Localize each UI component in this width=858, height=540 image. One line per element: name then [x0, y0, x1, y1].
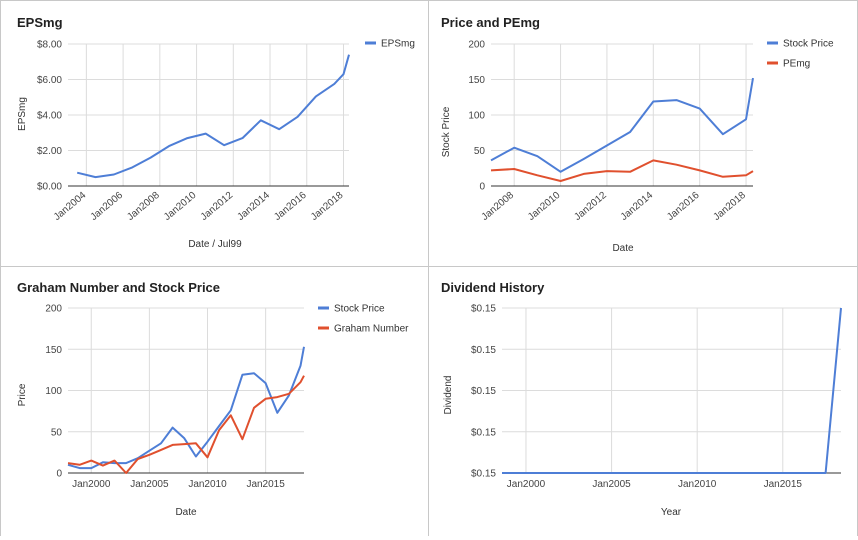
chart-panel-dividend: Dividend History $0.15 $0.15 $0.15 $0.15 $0.… [429, 267, 857, 535]
x-tick-label: Jan2010 [162, 190, 199, 223]
y-tick-labels: 0 50 100 150 200 [45, 304, 62, 480]
x-tick-label: Jan2005 [130, 479, 169, 490]
x-tick-label: Jan2012 [572, 190, 609, 223]
chart-title: Graham Number and Stock Price [17, 280, 220, 295]
chart-dividend: Dividend History $0.15$0.15$0.15$0.15$0.… [441, 280, 842, 518]
x-tick-label: Jan2016 [665, 190, 702, 223]
x-tick-label: Jan2005 [592, 479, 631, 490]
y-tick-label: 50 [51, 427, 63, 438]
y-tick-label: 100 [468, 111, 485, 122]
y-tick-label: 100 [45, 386, 62, 397]
x-tick-labels: Jan2008 Jan2010 Jan2012 Jan2014 Jan2016 Jan20… [480, 190, 749, 223]
x-tick-labels: Jan2004 Jan2006 Jan2008 Jan2010 Jan2012 Jan20… [52, 190, 346, 223]
y-axis-label: EPSmg [17, 97, 28, 131]
y-tick-label: $6.00 [37, 75, 62, 86]
x-tick-label: Jan2010 [678, 479, 717, 490]
x-tick-label: Jan2012 [199, 190, 236, 223]
y-tick-label: 150 [45, 345, 62, 356]
x-axis-label: Date / Jul99 [188, 239, 242, 250]
x-axis-label: Date [612, 243, 634, 254]
y-tick-label: 0 [479, 182, 485, 193]
x-tick-label: Jan2006 [89, 190, 126, 223]
panel-divider-vertical [428, 0, 429, 536]
y-tick-label: 200 [45, 304, 62, 315]
x-tick-label: Jan2000 [72, 479, 111, 490]
y-tick-label: 150 [468, 75, 485, 86]
x-tick-label: Jan2008 [480, 190, 517, 223]
series-lines [502, 307, 842, 474]
gridlines [491, 43, 753, 187]
x-tick-label: Jan2008 [125, 190, 162, 223]
panel-divider-horizontal [0, 266, 858, 267]
y-tick-label: 50 [474, 146, 486, 157]
y-tick-label: $0.15 [471, 427, 496, 438]
y-tick-labels: $0.15 $0.15 $0.15 $0.15 $0.15 [471, 304, 496, 480]
legend: Stock Price Graham Number [318, 304, 409, 335]
x-tick-label: Jan2016 [272, 190, 309, 223]
chart-panel-graham: Graham Number and Stock Price 0 50 100 150 2… [1, 267, 427, 535]
page-top-border [0, 0, 858, 1]
legend-label: Graham Number [334, 324, 409, 335]
x-tick-label: Jan2010 [526, 190, 563, 223]
y-tick-label: $0.15 [471, 304, 496, 315]
x-tick-labels: Jan2000 Jan2005 Jan2010 Jan2015 [72, 479, 285, 490]
legend-label: EPSmg [381, 39, 415, 50]
series-lines [490, 77, 754, 182]
y-tick-label: $0.15 [471, 386, 496, 397]
x-axis-label: Date [175, 507, 197, 518]
series-line-stock-price [67, 346, 305, 470]
legend-label: PEmg [783, 59, 810, 70]
y-tick-label: $0.15 [471, 345, 496, 356]
x-tick-labels: Jan2000 Jan2005 Jan2010 Jan2015 [507, 479, 803, 490]
y-tick-label: $0.15 [471, 469, 496, 480]
series-line-pemg [490, 159, 754, 182]
series-line-stock-price [490, 77, 754, 173]
y-axis-label: Stock Price [441, 106, 452, 157]
y-axis-label: Dividend [443, 376, 454, 415]
y-axis-label: Price [17, 383, 28, 406]
series-line-graham-number [67, 375, 305, 474]
chart-epsmg: EPSmg $0.00$2.00$4.00$6.00$8.00 Jan2004 J… [17, 15, 415, 250]
y-tick-label: $0.00 [37, 182, 62, 193]
y-tick-label: $4.00 [37, 111, 62, 122]
x-tick-label: Jan2018 [712, 190, 749, 223]
chart-title: Dividend History [441, 280, 545, 295]
series-lines [76, 54, 350, 179]
chart-title: EPSmg [17, 15, 63, 30]
x-tick-label: Jan2018 [309, 190, 346, 223]
gridlines [68, 307, 304, 474]
y-tick-labels: $0.00 $2.00 $4.00 $6.00 $8.00 [37, 40, 62, 193]
legend: EPSmg [365, 39, 415, 50]
x-tick-label: Jan2004 [52, 190, 89, 223]
page-left-border [0, 0, 1, 536]
legend-label: Stock Price [783, 39, 834, 50]
y-tick-label: $2.00 [37, 146, 62, 157]
series-line-dividend [502, 307, 842, 474]
y-tick-label: $8.00 [37, 40, 62, 51]
x-tick-label: Jan2010 [188, 479, 227, 490]
legend: Stock Price PEmg [767, 39, 834, 70]
x-tick-label: Jan2014 [235, 190, 272, 223]
x-tick-label: Jan2015 [246, 479, 285, 490]
chart-panel-price-pemg: Price and PEmg 0 50 100 150 200 Jan2008 Jan20… [429, 1, 857, 265]
gridlines [502, 307, 841, 474]
y-tick-label: 0 [56, 469, 62, 480]
x-tick-label: Jan2015 [764, 479, 803, 490]
series-lines [67, 346, 305, 474]
gridlines [68, 43, 349, 187]
chart-panel-epsmg: EPSmg $0.00 $2.00 $4.00 $6.00 $8.00 Jan2004 J… [1, 1, 427, 265]
chart-title: Price and PEmg [441, 15, 540, 30]
chart-graham: Graham Number and Stock Price 0 50 100 150 2… [17, 280, 409, 518]
x-tick-label: Jan2000 [507, 479, 546, 490]
y-tick-labels: 0 50 100 150 200 [468, 40, 485, 193]
x-tick-label: Jan2014 [619, 190, 656, 223]
series-line-epsmg [76, 54, 350, 179]
legend-label: Stock Price [334, 304, 385, 315]
y-tick-label: 200 [468, 40, 485, 51]
x-axis-label: Year [661, 507, 682, 518]
